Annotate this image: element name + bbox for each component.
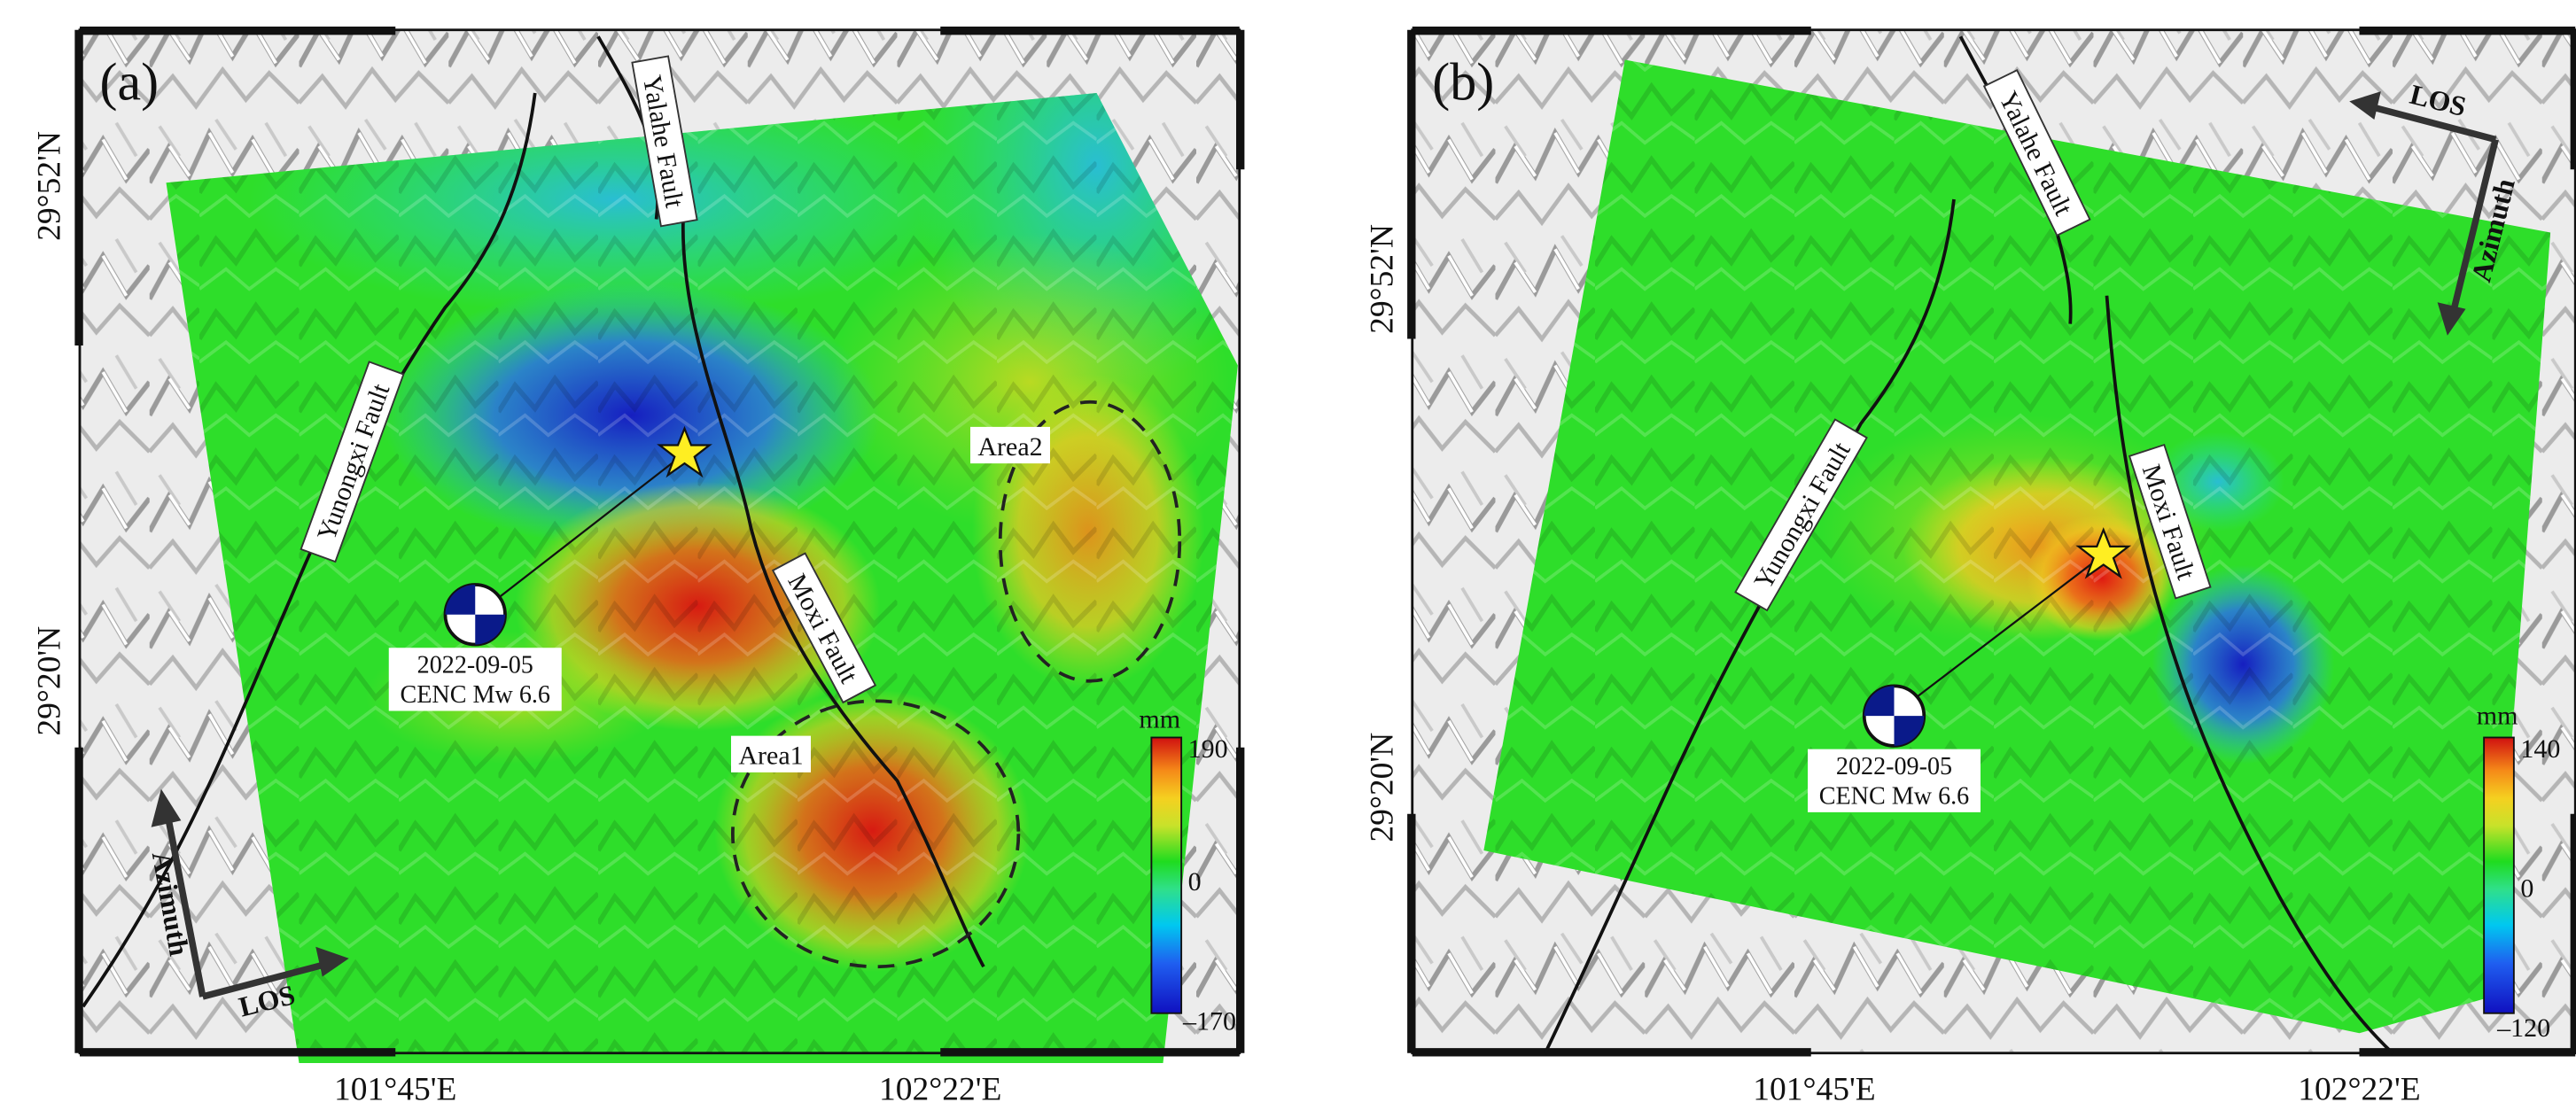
focal-mechanism-beachball-icon-b — [1862, 684, 1926, 748]
lat-label-a-south: 29°20'N — [32, 626, 68, 736]
svg-text:0: 0 — [1188, 867, 1202, 897]
panel-a: Yalahe Fault Yunongxi Fault Moxi Fault A… — [32, 27, 1245, 1107]
area2-label: Area2 — [970, 426, 1050, 464]
epicenter-star-icon — [657, 425, 712, 478]
svg-text:190: 190 — [1188, 734, 1228, 764]
svg-text:CENC Mw 6.6: CENC Mw 6.6 — [1819, 783, 1969, 811]
event-label-b: 2022-09-05 CENC Mw 6.6 — [1808, 749, 1981, 812]
lat-label-b-north: 29°52'N — [1364, 224, 1400, 334]
lon-label-a-west: 101°45'E — [334, 1071, 456, 1107]
lon-label-b-west: 101°45'E — [1753, 1071, 1875, 1107]
panel-a-frame — [78, 28, 1241, 1055]
lon-label-b-east: 102°22'E — [2298, 1071, 2420, 1107]
svg-text:–120: –120 — [2496, 1013, 2550, 1043]
panel-label-a: (a) — [100, 53, 160, 112]
lon-label-a-east: 102°22'E — [879, 1071, 1001, 1107]
epicenter-star-icon-b — [2075, 527, 2132, 579]
panel-b-frame — [1411, 28, 2576, 1055]
area1-boundary — [731, 699, 1021, 969]
svg-text:Area1: Area1 — [738, 741, 803, 771]
svg-text:140: 140 — [2520, 734, 2560, 764]
panel-label-b: (b) — [1432, 53, 1494, 112]
svg-text:CENC Mw 6.6: CENC Mw 6.6 — [401, 681, 550, 709]
panel-b-frame-ticks — [1407, 27, 2576, 1057]
lat-label-a-north: 29°52'N — [32, 131, 68, 241]
colorbar-a: mm 190 0 –170 — [1139, 704, 1236, 1036]
svg-text:mm: mm — [1139, 704, 1180, 734]
event-label: 2022-09-05 CENC Mw 6.6 — [388, 648, 562, 711]
epicenter-link-line-b — [1893, 554, 2105, 716]
svg-text:0: 0 — [2520, 874, 2533, 904]
panel-a-frame-ticks — [74, 27, 1245, 1057]
svg-text:mm: mm — [2477, 702, 2518, 731]
svg-text:–170: –170 — [1182, 1007, 1236, 1036]
area1-label: Area1 — [731, 735, 811, 772]
colorbar-b: mm 140 0 –120 — [2477, 702, 2561, 1043]
focal-mechanism-beachball-icon — [443, 583, 507, 647]
svg-text:2022-09-05: 2022-09-05 — [1836, 753, 1952, 780]
lat-label-b-south: 29°20'N — [1364, 733, 1400, 842]
panel-b-deformation — [1483, 59, 2551, 1034]
area2-boundary — [998, 400, 1182, 683]
epicenter-link-line — [476, 452, 686, 616]
svg-text:2022-09-05: 2022-09-05 — [417, 651, 533, 679]
panel-b: Yalahe Fault Yunongxi Fault Moxi Fault 2… — [1364, 27, 2576, 1107]
svg-text:Area2: Area2 — [977, 432, 1042, 462]
